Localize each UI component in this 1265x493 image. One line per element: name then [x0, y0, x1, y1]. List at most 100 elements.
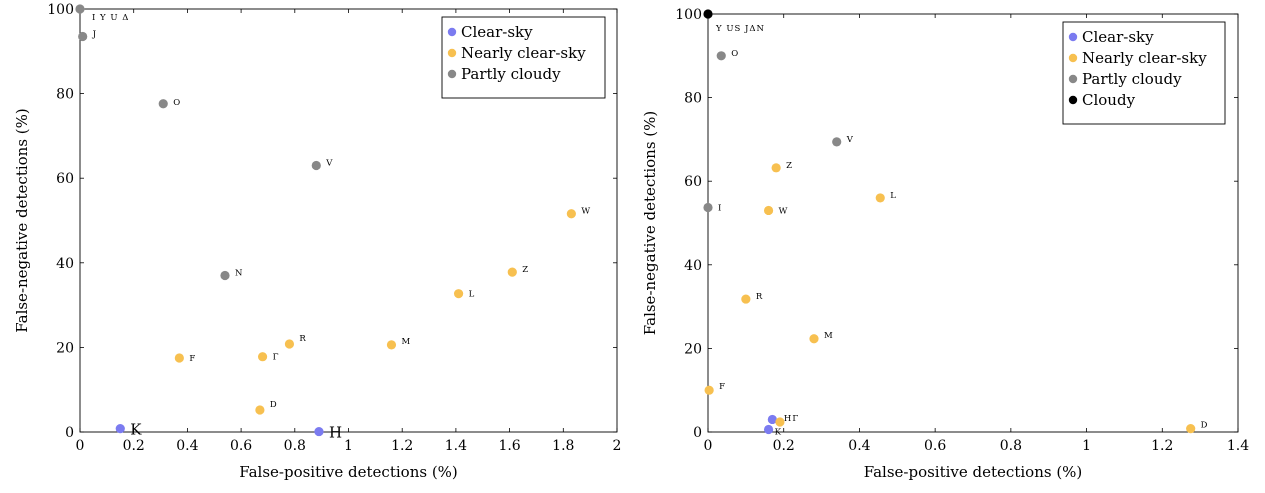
x-tick-label: 2 — [613, 438, 622, 454]
y-tick-label: 60 — [56, 171, 74, 187]
data-point — [775, 417, 785, 427]
y-tick-label: 40 — [56, 256, 74, 272]
data-point — [763, 424, 774, 435]
point-label: Y US JΔN — [715, 24, 765, 34]
data-point — [311, 160, 321, 171]
legend-marker — [1068, 95, 1078, 105]
point-label: Z — [522, 265, 529, 275]
point-label: R — [299, 334, 306, 344]
data-point — [158, 99, 168, 109]
data-point — [174, 353, 184, 363]
point-label: J — [92, 29, 97, 39]
point-label: O — [173, 98, 181, 108]
plot-frame — [707, 13, 1239, 433]
point-label: V — [325, 159, 333, 169]
data-point — [78, 31, 88, 42]
legend-marker — [1068, 32, 1078, 42]
data-point — [115, 424, 125, 434]
x-tick-label: 1.2 — [391, 438, 413, 454]
data-point — [257, 352, 268, 362]
legend-entry: Clear-sky — [1082, 28, 1154, 46]
data-point — [220, 270, 230, 281]
x-tick-label: 0.8 — [1000, 438, 1022, 454]
legend-entry: Partly cloudy — [1082, 70, 1182, 88]
x-tick-label: 1.4 — [445, 438, 467, 454]
point-label: W — [779, 206, 789, 216]
data-point — [507, 267, 517, 277]
x-tick-label: 0.6 — [924, 438, 946, 454]
y-tick-label: 80 — [56, 87, 74, 103]
data-point — [566, 209, 576, 219]
x-tick-label: 0.4 — [176, 438, 198, 454]
x-tick-label: 0.8 — [284, 438, 306, 454]
x-tick-label: 1.6 — [498, 438, 520, 454]
legend-entry: Cloudy — [1082, 91, 1136, 109]
legend-entry: Nearly clear-sky — [1082, 49, 1207, 67]
x-axis-title: False-positive detections (%) — [864, 463, 1083, 481]
data-point — [1186, 424, 1196, 434]
point-label: W — [581, 207, 591, 217]
point-label: K — [775, 427, 782, 437]
y-tick-label: 100 — [47, 2, 74, 18]
data-point — [255, 405, 265, 415]
legend-entry: Nearly clear-sky — [461, 44, 586, 62]
point-label: K — [130, 421, 142, 439]
legend-entry: Partly cloudy — [461, 65, 561, 83]
data-point — [809, 334, 819, 344]
data-point — [704, 385, 714, 395]
data-point — [716, 51, 726, 61]
point-label: H — [329, 424, 342, 442]
x-tick-label: 0.6 — [230, 438, 252, 454]
point-label: L — [469, 290, 476, 300]
data-point — [767, 414, 777, 425]
legend-box — [441, 16, 606, 99]
x-tick-label: 1.2 — [1151, 438, 1173, 454]
point-label: F — [719, 382, 726, 392]
point-label: Γ — [273, 353, 280, 363]
legend: Clear-sky Nearly clear-sky Partly cloudy Cl… — [1062, 21, 1226, 125]
x-tick-label: 1.4 — [1227, 438, 1249, 454]
data-point — [703, 9, 713, 19]
y-tick-label: 100 — [675, 7, 702, 23]
x-tick-label: 0.2 — [773, 438, 795, 454]
data-point — [453, 289, 464, 299]
x-tick-label: 1 — [344, 438, 353, 454]
x-axis-title: False-positive detections (%) — [239, 463, 458, 481]
y-tick-label: 60 — [684, 174, 702, 190]
data-point — [741, 294, 751, 304]
chart-panel-2: 0 0.2 0.4 0.6 0.8 1 1.2 1.4 0 20 40 60 80 100 False-po… — [641, 7, 1249, 481]
data-point — [771, 163, 781, 173]
x-tick-label: 1.8 — [552, 438, 574, 454]
legend-entry: Clear-sky — [461, 23, 533, 41]
point-label: M — [401, 337, 411, 347]
y-tick-label: 0 — [65, 425, 74, 441]
data-point — [763, 205, 774, 216]
data-point — [832, 137, 842, 147]
point-label: R — [756, 292, 763, 302]
y-tick-label: 40 — [684, 258, 702, 274]
legend-marker — [447, 27, 457, 37]
point-label: N — [235, 268, 243, 278]
point-label: D — [270, 400, 278, 410]
legend-box — [1062, 21, 1226, 125]
legend-marker — [447, 48, 457, 58]
chart-panel-1: 0 0.2 0.4 0.6 0.8 1 1.2 1.4 1.6 1.8 2020406080100F… — [13, 2, 621, 481]
legend-marker — [447, 69, 457, 79]
point-label: Z — [786, 161, 793, 171]
data-point — [314, 426, 324, 437]
point-label: O — [731, 49, 739, 59]
data-point — [75, 4, 85, 14]
y-axis-title: False-negative detections (%) — [641, 111, 659, 336]
point-label: M — [824, 331, 834, 341]
point-label: I — [718, 204, 722, 214]
y-tick-label: 20 — [684, 341, 702, 357]
y-tick-label: 0 — [693, 425, 702, 441]
x-tick-label: 1 — [1082, 438, 1091, 454]
point-label: L — [890, 191, 897, 201]
legend-marker — [1068, 74, 1078, 84]
x-tick-label: 0 — [76, 438, 85, 454]
point-label: HΓ — [784, 414, 799, 424]
legend-marker — [1068, 53, 1078, 63]
